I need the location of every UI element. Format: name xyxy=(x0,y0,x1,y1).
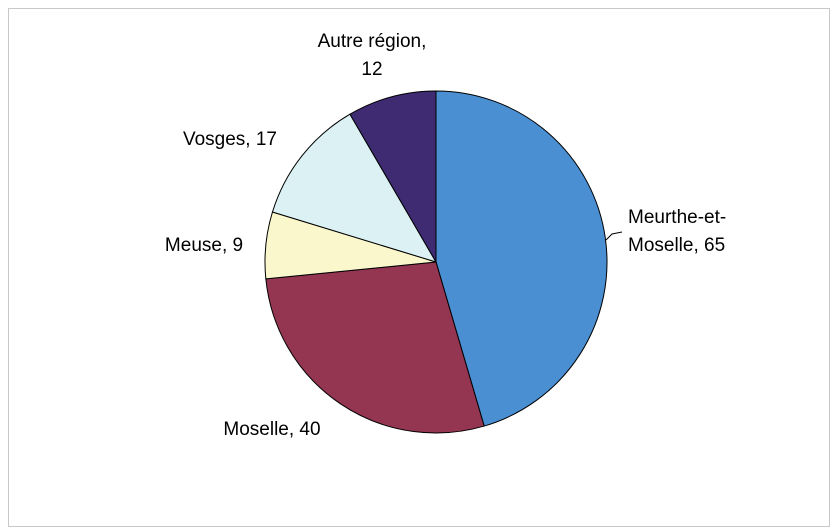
data-label: Meuse, 9 xyxy=(165,235,243,256)
pie-slice: Meurthe-et-Moselle xyxy=(435,90,608,427)
data-label: Vosges, 17 xyxy=(183,129,277,150)
data-label: 12 xyxy=(361,59,382,80)
pie-slice: Autre région xyxy=(349,90,437,264)
data-label: Autre région, xyxy=(318,31,427,52)
data-label: Meurthe-et- xyxy=(628,207,726,228)
data-label: Moselle, 40 xyxy=(223,419,320,440)
pie-slice: Moselle xyxy=(265,261,485,434)
data-label: Moselle, 65 xyxy=(628,235,725,256)
pie-slice: Vosges xyxy=(271,113,438,263)
leader-line xyxy=(605,231,623,241)
